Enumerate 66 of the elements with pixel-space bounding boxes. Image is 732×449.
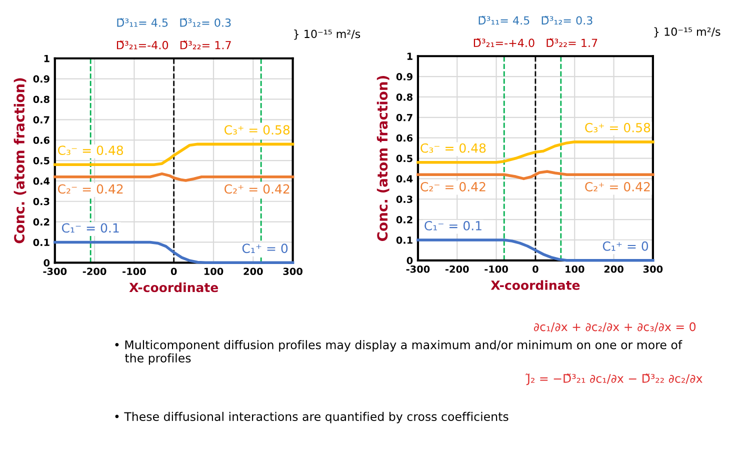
text: • Multicomponent diffusion profiles may display a maximum and/or minimum on one or more of the profiles bbox=[115, 340, 682, 365]
y-tick-label: 0.8 bbox=[396, 93, 413, 101]
y-tick-label: 0.7 bbox=[33, 116, 50, 124]
y-tick-label: 0.4 bbox=[33, 177, 50, 185]
y-tick-label: 0.1 bbox=[396, 236, 412, 244]
x-tick-label: 200 bbox=[244, 268, 263, 276]
line-series bbox=[416, 140, 654, 164]
y-tick-label: 0 bbox=[44, 259, 50, 266]
x-tick-label: -200 bbox=[82, 268, 106, 276]
annotation: C₂⁺ = 0.42 bbox=[585, 182, 650, 192]
text: } 10⁻¹⁵ m²/s bbox=[654, 27, 720, 38]
line-series bbox=[54, 172, 294, 182]
y-axis-title: Conc. (atom fraction) bbox=[14, 78, 26, 244]
y-tick-label: 0.7 bbox=[396, 114, 412, 122]
line-series bbox=[54, 142, 294, 166]
text: • These diffusional interactions are quantified by cross coefficients bbox=[115, 412, 508, 424]
y-tick-label: 0.6 bbox=[396, 134, 413, 142]
text: D̃³₁₁= 4.5 D̃³₁₂= 0.3 bbox=[478, 16, 592, 25]
y-tick-label: 0.9 bbox=[396, 73, 412, 80]
y-tick-label: 0 bbox=[406, 256, 413, 264]
annotation: C₁⁺ = 0 bbox=[242, 244, 288, 254]
x-tick-label: -300 bbox=[43, 268, 67, 276]
annotation: C₂⁺ = 0.42 bbox=[224, 184, 290, 194]
y-tick-label: 0.5 bbox=[33, 156, 50, 164]
x-tick-label: 300 bbox=[283, 268, 302, 276]
y-tick-label: 0.3 bbox=[33, 198, 50, 206]
annotation: C₃⁻ = 0.48 bbox=[58, 146, 124, 156]
y-tick-label: 0.3 bbox=[396, 196, 412, 203]
y-tick-label: 0.2 bbox=[396, 216, 412, 224]
x-tick-label: 200 bbox=[604, 265, 624, 273]
y-tick-label: 0.9 bbox=[33, 75, 50, 83]
y-tick-label: 0.1 bbox=[33, 238, 50, 246]
annotation: C₃⁺ = 0.58 bbox=[224, 125, 290, 135]
y-tick-label: 0.4 bbox=[396, 175, 413, 183]
y-tick-label: 0.2 bbox=[33, 218, 50, 226]
x-tick-label: -100 bbox=[484, 265, 508, 273]
x-tick-label: -100 bbox=[122, 268, 146, 276]
annotation: C₁⁻ = 0.1 bbox=[424, 220, 482, 230]
annotation: C₂⁻ = 0.42 bbox=[58, 184, 123, 194]
text: D̃³₂₁=-+4.0 D̃³₂₂= 1.7 bbox=[474, 38, 598, 48]
annotation: C₃⁺ = 0.58 bbox=[585, 122, 650, 132]
y-tick-label: 0.5 bbox=[396, 154, 412, 162]
annotation: C₁⁻ = 0.1 bbox=[62, 223, 119, 233]
x-tick-label: 100 bbox=[204, 268, 224, 276]
text: J̃₂ = −D̃³₂₁ ∂c₁/∂x − D̃³₂₂ ∂c₂/∂x bbox=[526, 374, 702, 386]
text: D̃³₂₁=-4.0 D̃³₂₂= 1.7 bbox=[116, 40, 231, 50]
x-tick-label: 100 bbox=[566, 265, 584, 273]
x-axis-title: X-coordinate bbox=[490, 280, 580, 290]
line-series bbox=[416, 170, 654, 180]
text: ∂c₁/∂x + ∂c₂/∂x + ∂c₃/∂x = 0 bbox=[534, 322, 696, 332]
y-tick-label: 0.6 bbox=[33, 136, 50, 144]
y-tick-label: 1 bbox=[44, 54, 50, 62]
x-axis-title: X-coordinate bbox=[129, 282, 218, 292]
y-tick-label: 0.8 bbox=[33, 96, 50, 104]
x-tick-label: 0 bbox=[532, 265, 538, 273]
text: } 10⁻¹⁵ m²/s bbox=[294, 30, 360, 40]
y-axis-title: Conc. (atom fraction) bbox=[376, 76, 390, 242]
annotation: C₁⁺ = 0 bbox=[602, 241, 648, 251]
text: D̃³₁₁= 4.5 D̃³₁₂= 0.3 bbox=[117, 18, 231, 27]
annotation: C₃⁻ = 0.48 bbox=[420, 143, 486, 153]
annotation: C₂⁻ = 0.42 bbox=[420, 182, 486, 192]
x-tick-label: -300 bbox=[406, 265, 430, 273]
y-tick-label: 1 bbox=[407, 52, 412, 60]
x-tick-label: 0 bbox=[170, 268, 177, 276]
x-tick-label: 300 bbox=[643, 265, 663, 273]
x-tick-label: -200 bbox=[445, 265, 469, 273]
